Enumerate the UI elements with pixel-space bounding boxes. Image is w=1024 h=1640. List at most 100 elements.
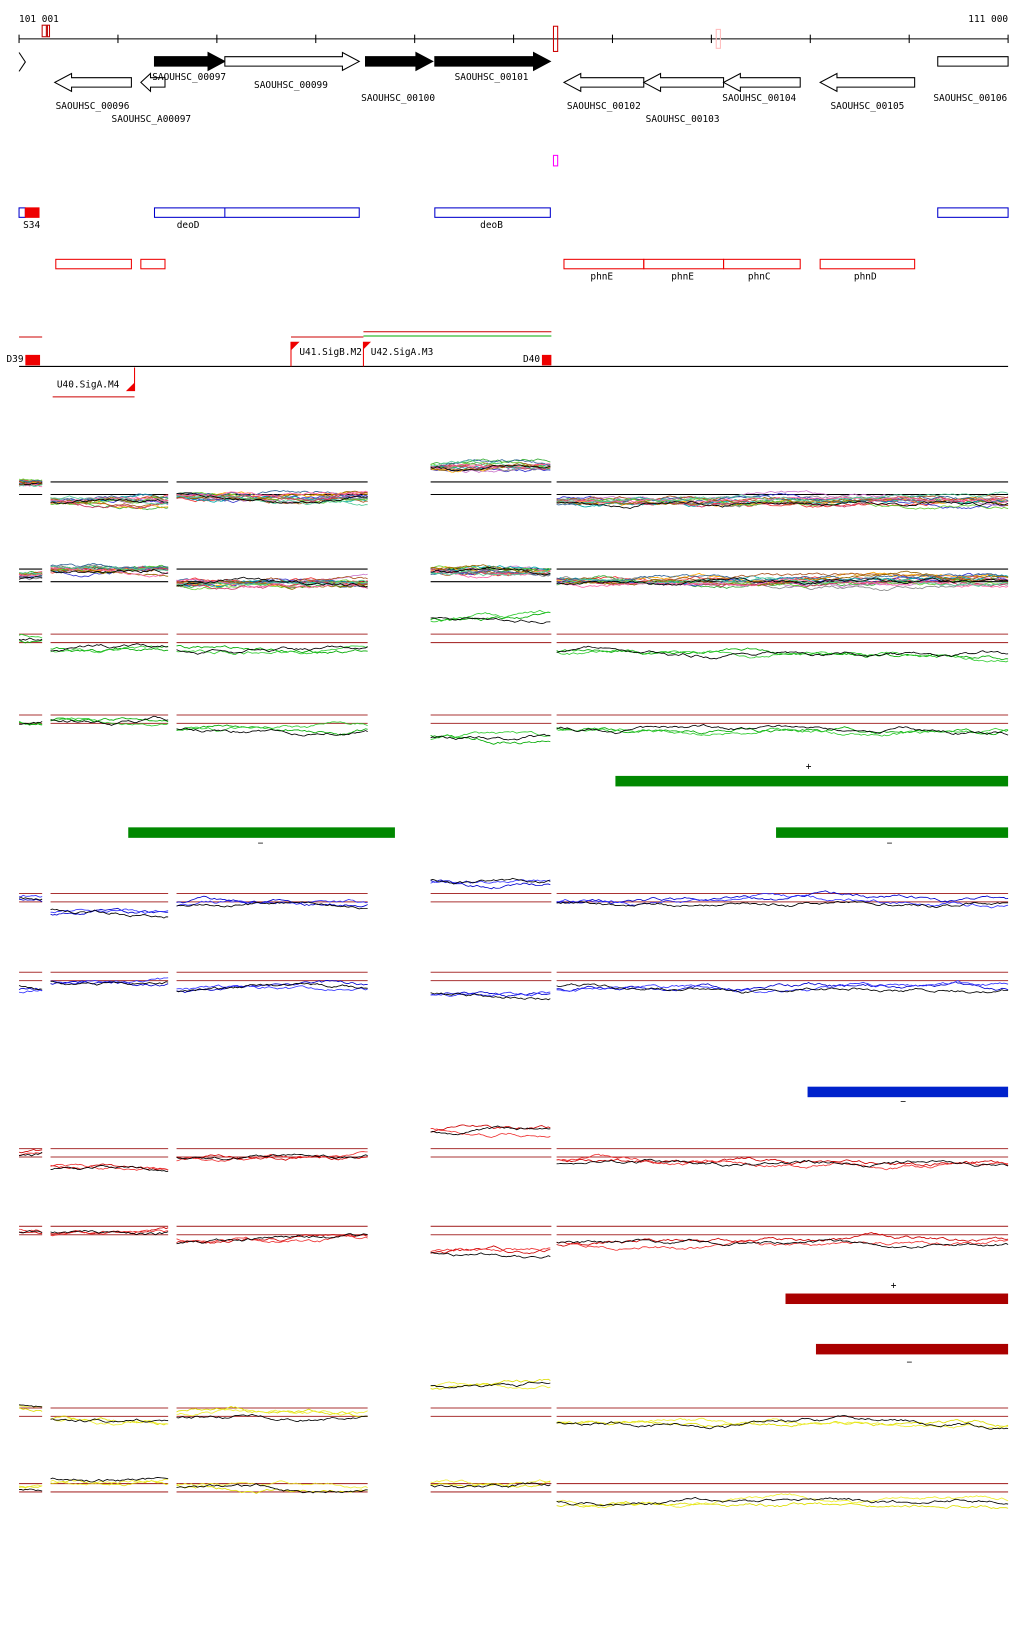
gene <box>53 72 132 93</box>
profile <box>18 479 43 483</box>
profile <box>176 492 368 504</box>
profile <box>556 1493 1009 1509</box>
profile <box>50 565 169 572</box>
profile <box>430 1125 551 1136</box>
profile <box>176 579 368 586</box>
gene <box>140 72 166 93</box>
operon-label: phnE <box>671 271 694 282</box>
profile <box>50 1163 169 1171</box>
profile <box>176 1483 368 1494</box>
profile <box>556 890 1009 905</box>
strand-label: + <box>806 762 812 773</box>
gene-label: SAOUHSC_00097 <box>152 72 226 83</box>
profile <box>19 1404 43 1408</box>
profile <box>50 1415 169 1426</box>
profile <box>176 901 368 910</box>
profile <box>556 574 1009 585</box>
strand-bar <box>807 1086 1009 1098</box>
gene-label: SAOUHSC_00104 <box>722 93 796 104</box>
profile <box>430 991 551 997</box>
gene-label: SAOUHSC_00103 <box>646 114 720 125</box>
profile <box>176 645 368 655</box>
profile <box>556 983 1009 994</box>
marker <box>715 28 721 49</box>
promoter-label: U40.SigA.M4 <box>57 379 120 390</box>
strand-label: − <box>907 1357 913 1368</box>
profile <box>176 1233 368 1245</box>
profile <box>430 733 551 741</box>
profile <box>176 490 368 499</box>
strand-label: − <box>887 838 893 849</box>
profile <box>430 1381 551 1389</box>
profile <box>556 570 1009 587</box>
profile <box>176 724 368 736</box>
gene <box>642 72 725 93</box>
profile <box>50 980 169 987</box>
gene-label: SAOUHSC_00101 <box>455 72 529 83</box>
profile <box>430 1128 551 1138</box>
profile <box>176 1153 368 1161</box>
gene-label: SAOUHSC_00096 <box>56 101 130 112</box>
profile <box>556 576 1009 592</box>
strand-label: − <box>900 1097 906 1108</box>
profile <box>556 1417 1009 1430</box>
operon <box>140 258 166 270</box>
profile <box>430 464 551 472</box>
gene <box>153 51 226 72</box>
profile <box>50 1478 169 1486</box>
marker <box>46 24 51 38</box>
profile <box>50 566 169 578</box>
profile <box>176 899 368 907</box>
profile <box>50 1418 169 1426</box>
operon-label: S34 <box>23 220 40 231</box>
profile <box>556 496 1009 504</box>
profile <box>430 1480 551 1488</box>
ruler-end: 111 000 <box>968 14 1008 25</box>
profile <box>176 982 368 993</box>
promoter-label: U41.SigB.M2 <box>299 347 362 358</box>
profile <box>430 459 551 470</box>
profile <box>430 565 551 573</box>
operon <box>153 207 360 218</box>
profile <box>50 643 169 652</box>
gene-label: SAOUHSC_00105 <box>830 101 904 112</box>
profile <box>176 494 368 502</box>
profile <box>50 717 169 727</box>
profile <box>556 577 1009 586</box>
promoter-flag <box>290 341 300 367</box>
profile <box>176 1154 368 1161</box>
profile <box>176 984 368 992</box>
profile <box>18 1407 43 1412</box>
profile <box>556 1153 1009 1171</box>
profile <box>556 497 1009 510</box>
operon <box>937 207 1009 218</box>
profile <box>18 637 43 641</box>
gene <box>819 72 916 93</box>
profile <box>50 1229 169 1236</box>
profile <box>430 459 551 469</box>
gene <box>434 51 552 72</box>
profile <box>19 482 43 486</box>
profile <box>176 1408 368 1417</box>
profile <box>430 1378 551 1390</box>
gene-label: SAOUHSC_00100 <box>361 93 435 104</box>
profile <box>556 892 1009 909</box>
profile <box>430 464 551 471</box>
gene <box>937 56 1009 67</box>
profile <box>430 611 551 621</box>
strand-label: − <box>258 838 264 849</box>
gene-label: SAOUHSC_A00097 <box>112 114 192 125</box>
profile <box>50 1418 169 1423</box>
marker <box>41 24 47 38</box>
profile <box>430 877 551 885</box>
strand-bar <box>615 775 1009 787</box>
operon-label: phnC <box>748 271 771 282</box>
ruler-start: 101 001 <box>19 14 59 25</box>
profile <box>176 490 368 497</box>
profile <box>176 727 368 737</box>
strand-bar <box>785 1293 1009 1305</box>
profile <box>556 1415 1009 1430</box>
profile <box>50 496 169 506</box>
profile <box>18 1231 43 1235</box>
profile <box>18 897 43 901</box>
